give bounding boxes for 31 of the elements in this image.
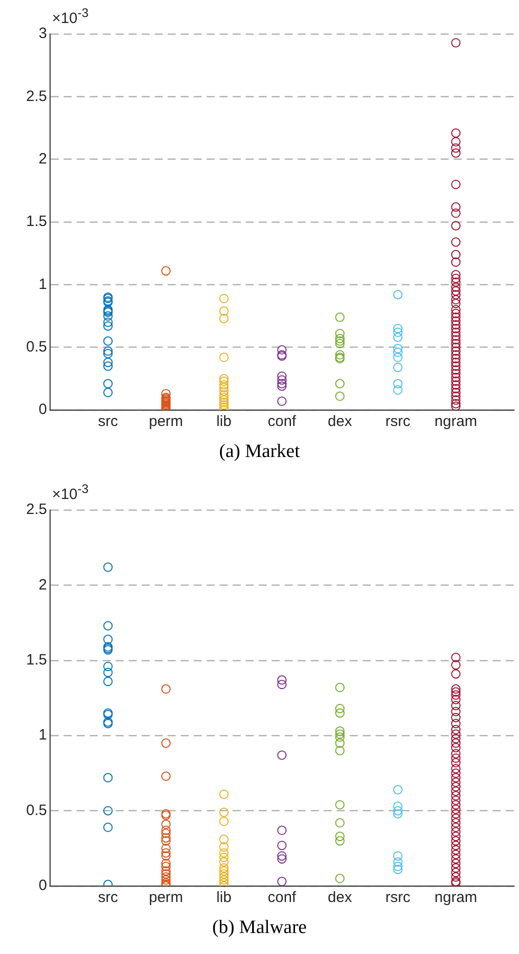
y-tick-label: 2: [38, 150, 47, 168]
x-tick-label: conf: [268, 889, 297, 906]
x-tick-label: ngram: [434, 413, 478, 430]
text: (b) Malware: [211, 916, 308, 940]
x-tick-label: ngram: [434, 889, 478, 906]
x-tick-label: src: [98, 889, 118, 906]
y-tick-label: 1.5: [26, 652, 47, 669]
y-tick-label: 3: [38, 25, 47, 42]
y-tick-label: 0.5: [26, 338, 47, 356]
x-tick-label: perm: [148, 413, 184, 430]
text: ×10$^{-3}$: [52, 6, 89, 27]
x-tick-label: rsrc: [385, 413, 411, 430]
x-tick-label: lib: [216, 413, 232, 430]
x-tick-label: dex: [328, 889, 352, 906]
y-tick-label: 2.5: [26, 501, 47, 518]
y-tick-label: 0.5: [26, 802, 47, 819]
x-tick-label: conf: [268, 413, 297, 430]
y-tick-label: 0: [38, 401, 47, 418]
text: (a) Market: [218, 440, 301, 464]
x-tick-label: src: [98, 413, 118, 430]
y-tick-label: 0: [38, 877, 47, 894]
y-tick-label: 1: [38, 726, 47, 744]
y-tick-label: 2: [38, 576, 47, 594]
x-tick-label: perm: [148, 889, 184, 906]
y-tick-label: 1.5: [26, 213, 47, 230]
x-tick-label: lib: [216, 889, 232, 906]
text: ×10$^{-3}$: [52, 482, 89, 503]
y-tick-label: 2.5: [26, 88, 47, 105]
x-tick-label: rsrc: [385, 889, 411, 906]
x-tick-label: dex: [328, 413, 352, 430]
y-tick-label: 1: [38, 276, 47, 293]
